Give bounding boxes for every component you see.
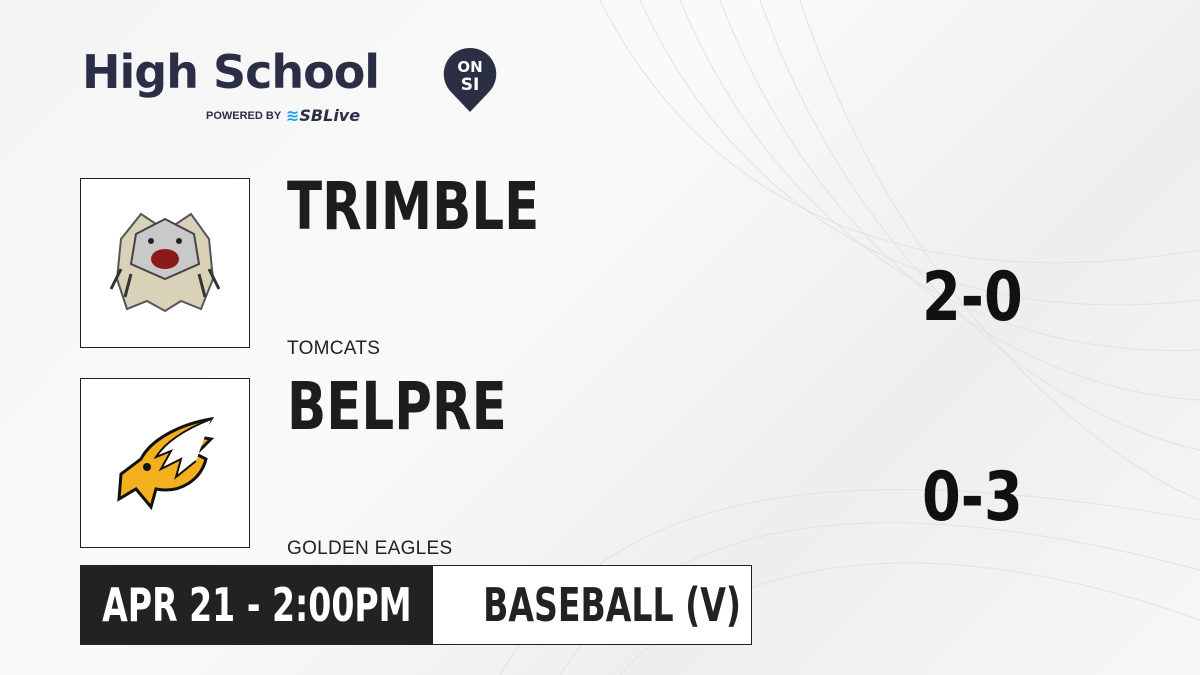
team-mascot-home: TOMCATS [287,338,381,359]
team-mascot-away: GOLDEN EAGLES [287,538,453,559]
team-name-home: TRIMBLE [287,168,540,245]
golden-eagle-logo [117,416,215,511]
sblive-logo: ≋SBLive [286,106,360,125]
high-school-on-si-logo: High School ON SI POWERED BY ≋SBLive [82,42,497,125]
pin-text-si: SI [461,75,480,95]
team-logo-trimble [80,178,250,348]
brand-title: High School [82,45,380,99]
team-record-home: 2-0 [922,258,1023,337]
location-pin-icon: ON SI [443,47,497,113]
team-logo-belpre [80,378,250,548]
tomcat-logo [109,212,221,313]
game-datetime: APR 21 - 2:00PM [81,566,433,644]
game-sport-text: BASEBALL (V) [483,578,742,632]
pin-text-on: ON [457,58,482,76]
team-name-away: BELPRE [287,368,507,445]
game-info-bar: APR 21 - 2:00PM BASEBALL (V) [80,565,752,645]
game-datetime-text: APR 21 - 2:00PM [102,578,412,632]
game-sport: BASEBALL (V) [433,566,791,644]
sblive-s-icon: ≋ [286,106,300,125]
team-record-away: 0-3 [922,458,1023,537]
sponsor-name: SBLive [299,106,361,125]
powered-by-label: POWERED BY [206,110,282,122]
